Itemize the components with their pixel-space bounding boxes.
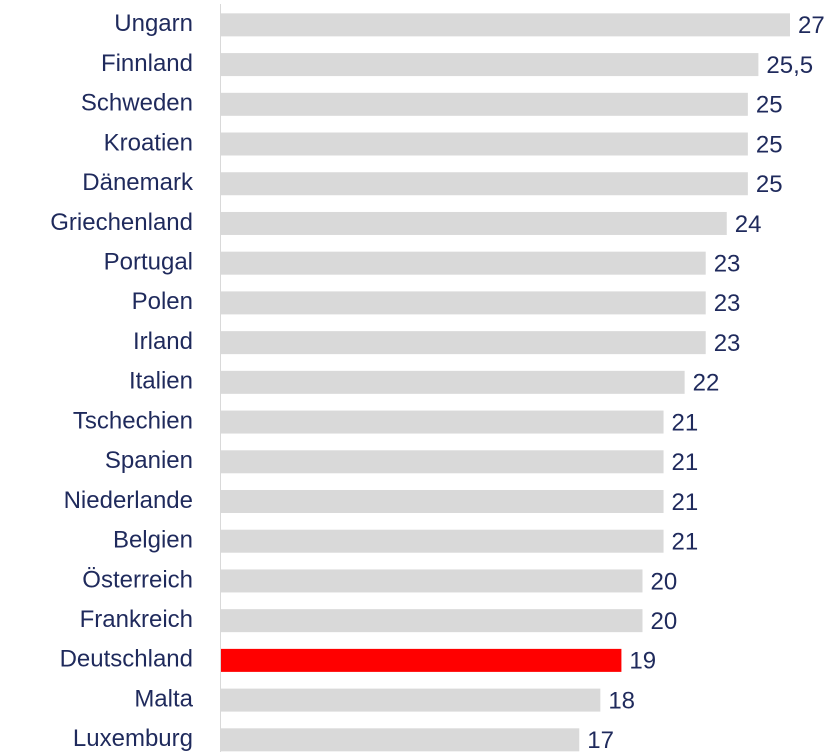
bar: [221, 728, 580, 752]
value-label: 21: [672, 489, 699, 516]
value-label: 19: [629, 648, 656, 675]
category-label: Portugal: [104, 249, 193, 276]
bar: [221, 13, 790, 37]
bar: [221, 529, 664, 553]
bar: [221, 490, 664, 513]
category-label: Polen: [132, 288, 193, 315]
category-label: Deutschland: [60, 646, 193, 673]
value-label: 21: [672, 529, 699, 556]
bar: [221, 410, 664, 434]
category-label: Malta: [134, 685, 193, 712]
value-label: 21: [672, 449, 699, 476]
value-label: 25: [756, 131, 783, 158]
bar: [221, 172, 748, 196]
bar: [221, 132, 748, 156]
category-label: Griechenland: [50, 209, 193, 236]
bar: [221, 53, 759, 77]
value-label: 25: [756, 92, 783, 119]
bar: [221, 450, 664, 474]
bar: [221, 291, 706, 315]
bar: [221, 331, 706, 355]
value-label: 25,5: [766, 52, 813, 79]
value-label: 17: [587, 727, 614, 754]
value-label: 20: [650, 568, 677, 595]
category-label: Irland: [133, 328, 193, 355]
category-label: Dänemark: [82, 169, 194, 196]
category-label: Österreich: [82, 566, 193, 593]
category-label: Tschechien: [73, 407, 193, 434]
category-label: Niederlande: [64, 487, 193, 514]
bar: [221, 92, 748, 116]
value-label: 23: [714, 251, 741, 278]
bar: [221, 648, 622, 672]
bar: [221, 370, 685, 394]
value-label: 27: [798, 12, 825, 39]
bar: [221, 251, 706, 275]
value-label: 20: [650, 608, 677, 635]
category-label: Luxemburg: [73, 725, 193, 752]
value-label: 22: [693, 370, 720, 397]
value-label: 23: [714, 290, 741, 317]
value-label: 18: [608, 687, 635, 714]
bar: [221, 609, 643, 633]
category-label: Spanien: [105, 447, 193, 474]
category-label: Belgien: [113, 527, 193, 554]
category-label: Frankreich: [80, 606, 193, 633]
bar: [221, 569, 643, 593]
bar: [221, 211, 727, 235]
category-label: Ungarn: [114, 10, 193, 37]
value-label: 23: [714, 330, 741, 357]
category-label: Kroatien: [104, 129, 193, 156]
category-label: Schweden: [81, 90, 193, 117]
category-label: Italien: [129, 368, 193, 395]
bar: [221, 688, 601, 712]
value-label: 24: [735, 211, 762, 238]
category-label: Finnland: [101, 50, 193, 77]
value-label: 21: [672, 409, 699, 436]
value-label: 25: [756, 171, 783, 198]
